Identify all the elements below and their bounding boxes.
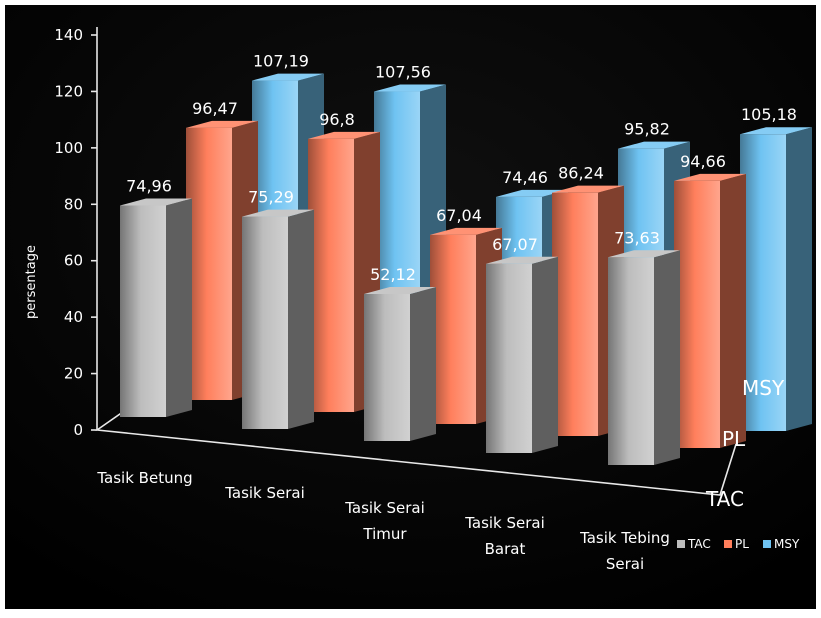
bar-front <box>242 216 288 429</box>
bar-top <box>618 141 690 149</box>
data-label: 75,29 <box>248 188 294 207</box>
bar-front <box>486 263 532 453</box>
bar-top <box>740 127 812 135</box>
x-category-label-line: Tasik Serai <box>344 499 425 517</box>
bar-top <box>252 73 324 81</box>
legend-swatch <box>763 540 771 548</box>
bar-side <box>288 209 314 429</box>
legend-label: PL <box>735 537 749 551</box>
bar-tac-5: 73,63 <box>608 228 680 465</box>
x-category-label-line: Timur <box>362 525 407 543</box>
bar-side <box>166 198 192 417</box>
bar-front <box>364 293 410 441</box>
data-label: 96,8 <box>319 110 355 129</box>
data-label: 107,56 <box>375 63 431 82</box>
bar-front <box>120 205 166 417</box>
depth-axis-label: TAC <box>705 487 744 511</box>
bar-side <box>410 286 436 441</box>
data-label: 74,96 <box>126 177 172 196</box>
data-label: 105,18 <box>741 105 797 124</box>
bar-front <box>552 192 598 436</box>
bar-top <box>186 120 258 128</box>
bar-tac-3: 52,12 <box>364 265 436 441</box>
bar-side <box>654 250 680 465</box>
x-category-label-line: Serai <box>606 555 644 573</box>
bar-top <box>552 185 624 193</box>
bar-front <box>740 134 786 432</box>
bar-top <box>430 227 502 235</box>
bar-pl-2: 96,8 <box>308 110 380 412</box>
y-tick-label: 60 <box>64 252 83 270</box>
bar-pl-5: 94,66 <box>674 152 746 448</box>
legend-label: TAC <box>687 537 711 551</box>
data-label: 67,07 <box>492 235 538 254</box>
x-category-label: Tasik Serai Timur <box>344 499 425 543</box>
bar-tac-1: 74,96 <box>120 177 192 417</box>
bar-tac-4: 67,07 <box>486 235 558 453</box>
bar-top <box>486 256 558 264</box>
bar-top <box>120 198 192 206</box>
bar-top <box>242 209 314 217</box>
bar-top <box>374 84 446 92</box>
data-label: 96,47 <box>192 99 238 118</box>
bar-side <box>786 127 812 432</box>
data-label: 94,66 <box>680 152 726 171</box>
depth-axis-label: PL <box>722 427 746 451</box>
data-label: 52,12 <box>370 265 416 284</box>
y-tick-label: 120 <box>54 82 83 100</box>
data-label: 107,19 <box>253 52 309 71</box>
bar-front <box>430 234 476 424</box>
x-category-label-line: Barat <box>485 540 526 558</box>
x-category-label-line: Tasik Betung <box>96 469 192 487</box>
bar-msy-5: 105,18 <box>740 105 812 432</box>
y-tick-label: 0 <box>73 421 83 439</box>
y-tick-label: 20 <box>64 365 83 383</box>
y-tick-label: 40 <box>64 308 83 326</box>
bar-side <box>532 256 558 453</box>
bar-front <box>308 138 354 412</box>
bar-front <box>674 180 720 448</box>
x-category-label-line: Tasik Tebing <box>579 529 670 547</box>
data-label: 67,04 <box>436 206 482 225</box>
bar-top <box>674 173 746 181</box>
bar-side <box>720 173 746 448</box>
depth-axis-label: MSY <box>742 376 785 400</box>
x-category-label-line: Tasik Serai <box>464 514 545 532</box>
bar-front <box>186 127 232 401</box>
legend-label: MSY <box>774 537 800 551</box>
x-category-label-line: Tasik Serai <box>224 484 305 502</box>
legend-swatch <box>724 540 732 548</box>
legend-swatch <box>677 540 685 548</box>
y-tick-label: 100 <box>54 139 83 157</box>
y-tick-label: 140 <box>54 26 83 44</box>
x-category-label: Tasik Tebing Serai <box>579 529 670 573</box>
x-category-label: Tasik Serai <box>224 484 305 502</box>
data-label: 95,82 <box>624 120 670 139</box>
bar-tac-2: 75,29 <box>242 188 314 429</box>
bar-top <box>308 131 380 139</box>
bar-top <box>608 250 680 258</box>
bar-top <box>364 286 436 294</box>
bar-top <box>496 189 568 197</box>
data-label: 86,24 <box>558 164 604 183</box>
x-category-label: Tasik Serai Barat <box>464 514 545 558</box>
data-label: 74,46 <box>502 168 548 187</box>
data-label: 73,63 <box>614 228 660 247</box>
bar-front <box>608 257 654 465</box>
y-tick-label: 80 <box>64 195 83 213</box>
x-category-label: Tasik Betung <box>96 469 192 487</box>
y-axis-label: persentage <box>24 245 39 319</box>
